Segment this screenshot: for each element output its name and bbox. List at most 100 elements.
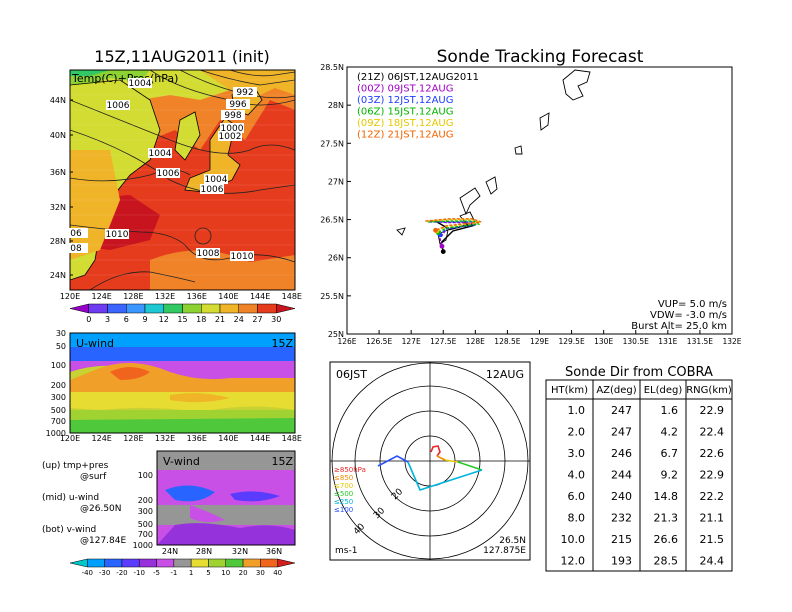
polar-legend-entry: ≤250 xyxy=(334,498,353,506)
table-cell: 246 xyxy=(611,447,632,460)
track-legend: (21Z) 06JST,12AUG2011(00Z) 09JST,12AUG(0… xyxy=(357,72,479,141)
polar-hodograph-segment xyxy=(444,459,459,463)
table-header-cell: HT(km) xyxy=(551,385,588,396)
v-wind-frame xyxy=(156,450,296,546)
wind-colorbar-swatch xyxy=(104,558,123,568)
map-lat-tick: 32N xyxy=(50,203,66,212)
wind-colorbar-label: 20 xyxy=(239,569,248,577)
table-cell: 10.0 xyxy=(561,533,586,546)
v-wind-label: V-wind xyxy=(163,455,200,468)
table-cell: 9.2 xyxy=(661,469,679,482)
table-cell: 215 xyxy=(611,533,632,546)
temp-colorbar-label: 6 xyxy=(124,315,129,324)
track-lat-tick: 27N xyxy=(328,177,344,186)
temp-colorbar-swatch xyxy=(219,303,239,314)
track-lon-tick: 128E xyxy=(466,337,485,346)
u-wind-x-tick: 128E xyxy=(123,434,143,443)
isobar-label-bg xyxy=(128,78,152,88)
map-lon-tick: 120E xyxy=(60,292,80,301)
v-wind-y-tick: 500 xyxy=(138,520,153,529)
u-wind-x-tick: 144E xyxy=(250,434,270,443)
polar-legend-entry: ≤100 xyxy=(334,506,353,514)
u-wind-time: 15Z xyxy=(271,337,293,350)
track-lon-tick: 129.5E xyxy=(558,337,584,346)
table-cell: 4.2 xyxy=(661,426,679,439)
isobar-label: 1004 xyxy=(129,79,152,89)
temp-colorbar-swatch xyxy=(257,303,277,314)
table-header-cell: EL(deg) xyxy=(644,385,683,396)
v-wind-field xyxy=(157,451,295,545)
wind-colorbar-label: 5 xyxy=(206,569,210,577)
temp-colorbar-label: 15 xyxy=(177,315,187,324)
map-lon-tick: 148E xyxy=(282,292,302,301)
u-wind-label: U-wind xyxy=(76,337,114,350)
v-wind-x-tick: 36N xyxy=(266,547,282,556)
u-wind-x-tick: 140E xyxy=(218,434,238,443)
polar-rings xyxy=(330,362,530,560)
table-cell: 22.6 xyxy=(700,447,725,460)
track-lat-tick: 25N xyxy=(328,330,344,339)
wind-colorbar-swatch xyxy=(242,558,261,568)
u-wind-x-tick: 124E xyxy=(92,434,112,443)
table-cell: 22.2 xyxy=(700,490,725,503)
temp-colorbar-label: 9 xyxy=(142,315,147,324)
legend-mid-2: @26.50N xyxy=(80,504,122,514)
temp-colorbar-swatch xyxy=(182,303,202,314)
wind-colorbar-swatch xyxy=(173,558,192,568)
table-cell: 21.5 xyxy=(700,533,725,546)
map-lon-tick: 124E xyxy=(92,292,112,301)
temp-colorbar-label: 12 xyxy=(159,315,169,324)
track-legend-entry: (09Z) 18JST,12AUG xyxy=(357,118,454,129)
map-lon-tick: 136E xyxy=(187,292,207,301)
map-lon-tick: 128E xyxy=(123,292,143,301)
polar-legend-entry: ≤850 xyxy=(334,474,353,482)
temp-colorbar-label: 21 xyxy=(215,315,225,324)
temp-colorbar-swatch xyxy=(276,303,296,314)
track-series-line xyxy=(427,220,481,234)
track-lat-tick: 27.5N xyxy=(320,139,344,148)
isobar-label-bg xyxy=(196,248,220,258)
table-cell: 244 xyxy=(611,469,632,482)
temp-colorbar-swatch xyxy=(144,303,164,314)
isobar-label: 1006 xyxy=(107,101,130,111)
table-cell: 24.4 xyxy=(700,555,725,568)
map-lon-tick: 132E xyxy=(155,292,175,301)
wind-colorbar-label: -10 xyxy=(134,569,145,577)
legend-mid: (mid) u-wind xyxy=(42,493,99,503)
track-lon-tick: 131E xyxy=(658,337,677,346)
table-cell: 4.0 xyxy=(568,469,586,482)
wind-colorbar-label: 30 xyxy=(256,569,265,577)
temp-colorbar-swatch xyxy=(126,303,146,314)
table-cell: 21.1 xyxy=(700,512,725,525)
map-lat-tick: 36N xyxy=(50,168,66,177)
track-lat-tick: 25.5N xyxy=(320,292,344,301)
polar-date: 12AUG xyxy=(486,368,524,381)
isobar-label-bg xyxy=(64,228,88,238)
temp-colorbar-swatch xyxy=(69,303,89,314)
track-legend-entry: (21Z) 06JST,12AUG2011 xyxy=(357,72,479,83)
isobar-label: 1000 xyxy=(221,124,244,134)
track-lon-tick: 127E xyxy=(402,337,421,346)
isobar-label: 1006 xyxy=(157,169,180,179)
track-lon-tick: 130.5E xyxy=(623,337,649,346)
table-header-cell: AZ(deg) xyxy=(596,385,636,396)
polar-legend-entry: ≤500 xyxy=(334,490,353,498)
map-lat-tick: 44N xyxy=(50,96,66,105)
u-wind-frame xyxy=(69,332,296,434)
table-header-cell: RNG(km) xyxy=(686,385,732,396)
track-lon-tick: 126E xyxy=(337,337,356,346)
map-lat-tick: 40N xyxy=(50,131,66,140)
v-wind-x-ticks: 24N 28N 32N 36N xyxy=(162,547,282,556)
map-lon-ticks: 120E 124E 128E 132E 136E 140E 144E 148E xyxy=(60,292,302,301)
isobar-label-bg xyxy=(218,131,242,141)
temp-colorbar-swatch xyxy=(163,303,183,314)
isobar-label-bg xyxy=(204,174,228,184)
wind-colorbar-label: 10 xyxy=(221,569,230,577)
isobar-labels: 1004100699299699810001002100410061004100… xyxy=(64,78,257,262)
vup-param: VUP= 5.0 m/s xyxy=(658,299,727,310)
track-lat-tick: 26.5N xyxy=(320,216,344,225)
table-cell: 6.7 xyxy=(661,447,679,460)
polar-lon: 127.875E xyxy=(483,546,526,556)
isobar-label-bg xyxy=(221,110,245,120)
